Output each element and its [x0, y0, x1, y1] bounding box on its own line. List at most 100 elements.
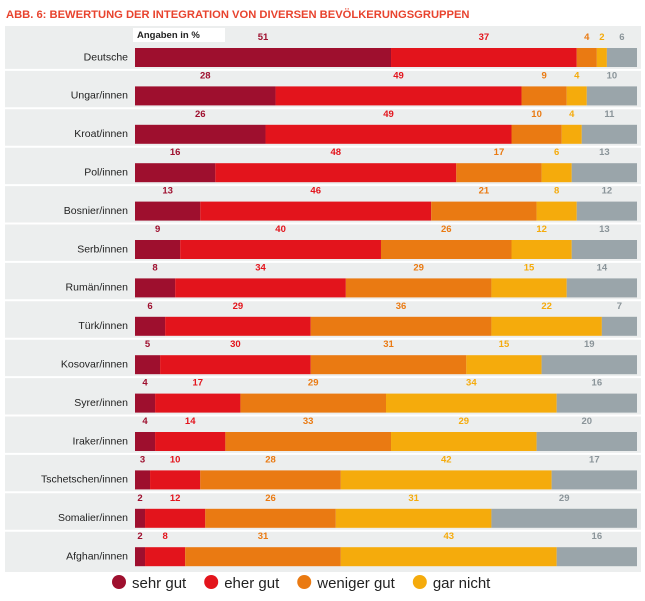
value-label: 11 — [604, 109, 615, 120]
value-label: 37 — [479, 32, 490, 43]
bar-segment — [215, 163, 457, 183]
bar-segment — [135, 48, 392, 67]
bar-segment — [345, 278, 492, 298]
bar-segment — [135, 86, 276, 106]
value-label: 40 — [275, 224, 286, 235]
bar-segment — [135, 508, 146, 528]
bar-segment — [135, 163, 216, 183]
bar-segment — [571, 163, 637, 183]
bar-segment — [135, 240, 181, 259]
legend-marker — [412, 575, 427, 589]
value-label: 43 — [443, 531, 454, 542]
value-label: 4 — [569, 109, 575, 120]
value-label: 29 — [413, 262, 424, 273]
value-label: 2 — [137, 493, 142, 504]
bar-segment — [175, 278, 346, 298]
value-label: 20 — [582, 416, 593, 427]
value-label: 13 — [599, 147, 610, 158]
bar-segment — [265, 124, 512, 144]
category-label: Serb/innen — [77, 243, 128, 255]
value-label: 6 — [147, 301, 152, 312]
value-label: 51 — [258, 32, 269, 43]
bar-segment — [240, 393, 386, 413]
bar-segment — [200, 201, 432, 221]
bar-segment — [200, 470, 341, 490]
bar-segment — [145, 547, 186, 567]
value-label: 9 — [155, 224, 160, 235]
value-label: 22 — [541, 301, 552, 312]
bar-segment — [561, 124, 582, 144]
bar-segment — [491, 508, 637, 528]
bar-segment — [135, 393, 156, 413]
value-label: 28 — [200, 70, 211, 81]
bar-segment — [556, 393, 637, 413]
bar-segment — [536, 432, 637, 451]
value-label: 13 — [162, 186, 173, 197]
value-label: 34 — [255, 262, 266, 273]
bar-segment — [576, 201, 637, 221]
bar-segment — [145, 508, 206, 528]
value-label: 49 — [393, 70, 404, 81]
bar-segment — [551, 470, 637, 490]
value-label: 10 — [607, 70, 618, 81]
value-label: 4 — [142, 416, 148, 427]
category-label: Bosnier/innen — [64, 205, 128, 217]
value-label: 12 — [602, 186, 613, 197]
category-label: Deutsche — [84, 51, 129, 63]
bar-segment — [340, 470, 552, 490]
value-label: 46 — [310, 186, 321, 197]
bar-segment — [135, 470, 151, 490]
value-label: 5 — [145, 339, 151, 350]
value-label: 12 — [170, 493, 181, 504]
bar-segment — [380, 240, 512, 259]
unit-background — [133, 28, 225, 42]
value-label: 19 — [584, 339, 595, 350]
value-label: 8 — [152, 262, 157, 273]
category-label: Türk/innen — [78, 320, 128, 332]
value-label: 34 — [466, 378, 477, 389]
bar-segment — [275, 86, 522, 106]
bar-segment — [511, 124, 562, 144]
bar-segment — [586, 86, 637, 106]
value-label: 4 — [574, 70, 580, 81]
legend-marker — [204, 575, 219, 589]
value-label: 16 — [592, 378, 603, 389]
category-label: Syrer/innen — [74, 397, 128, 409]
bar-segment — [576, 48, 597, 67]
value-label: 7 — [617, 301, 622, 312]
value-label: 3 — [140, 454, 145, 465]
value-label: 36 — [396, 301, 407, 312]
bar-segment — [165, 316, 311, 336]
value-label: 16 — [592, 531, 603, 542]
value-label: 14 — [597, 262, 608, 273]
legend-marker — [112, 575, 126, 589]
legend-label: eher gut — [224, 575, 280, 592]
bar-segment — [310, 355, 467, 375]
bar-segment — [511, 240, 572, 259]
category-label: Kosovar/innen — [61, 358, 128, 370]
value-label: 15 — [524, 262, 535, 273]
value-label: 17 — [494, 147, 505, 158]
bar-segment — [601, 316, 637, 336]
legend-label: sehr gut — [132, 575, 187, 592]
value-label: 21 — [479, 186, 490, 197]
category-label: Rumän/innen — [66, 282, 129, 294]
category-label: Somalier/innen — [58, 512, 128, 524]
category-label: Pol/innen — [84, 166, 128, 178]
value-label: 30 — [230, 339, 241, 350]
value-label: 49 — [383, 109, 394, 120]
value-label: 4 — [584, 32, 590, 43]
bar-segment — [155, 393, 241, 413]
bar-segment — [556, 547, 637, 567]
bar-segment — [135, 278, 176, 298]
bar-segment — [571, 240, 637, 259]
bar-segment — [340, 547, 557, 567]
value-label: 29 — [459, 416, 470, 427]
bar-segment — [135, 201, 201, 221]
bar-segment — [491, 278, 567, 298]
value-label: 29 — [308, 378, 319, 389]
value-label: 42 — [441, 454, 452, 465]
bar-segment — [491, 316, 602, 336]
bar-segment — [335, 508, 492, 528]
bar-segment — [541, 163, 572, 183]
